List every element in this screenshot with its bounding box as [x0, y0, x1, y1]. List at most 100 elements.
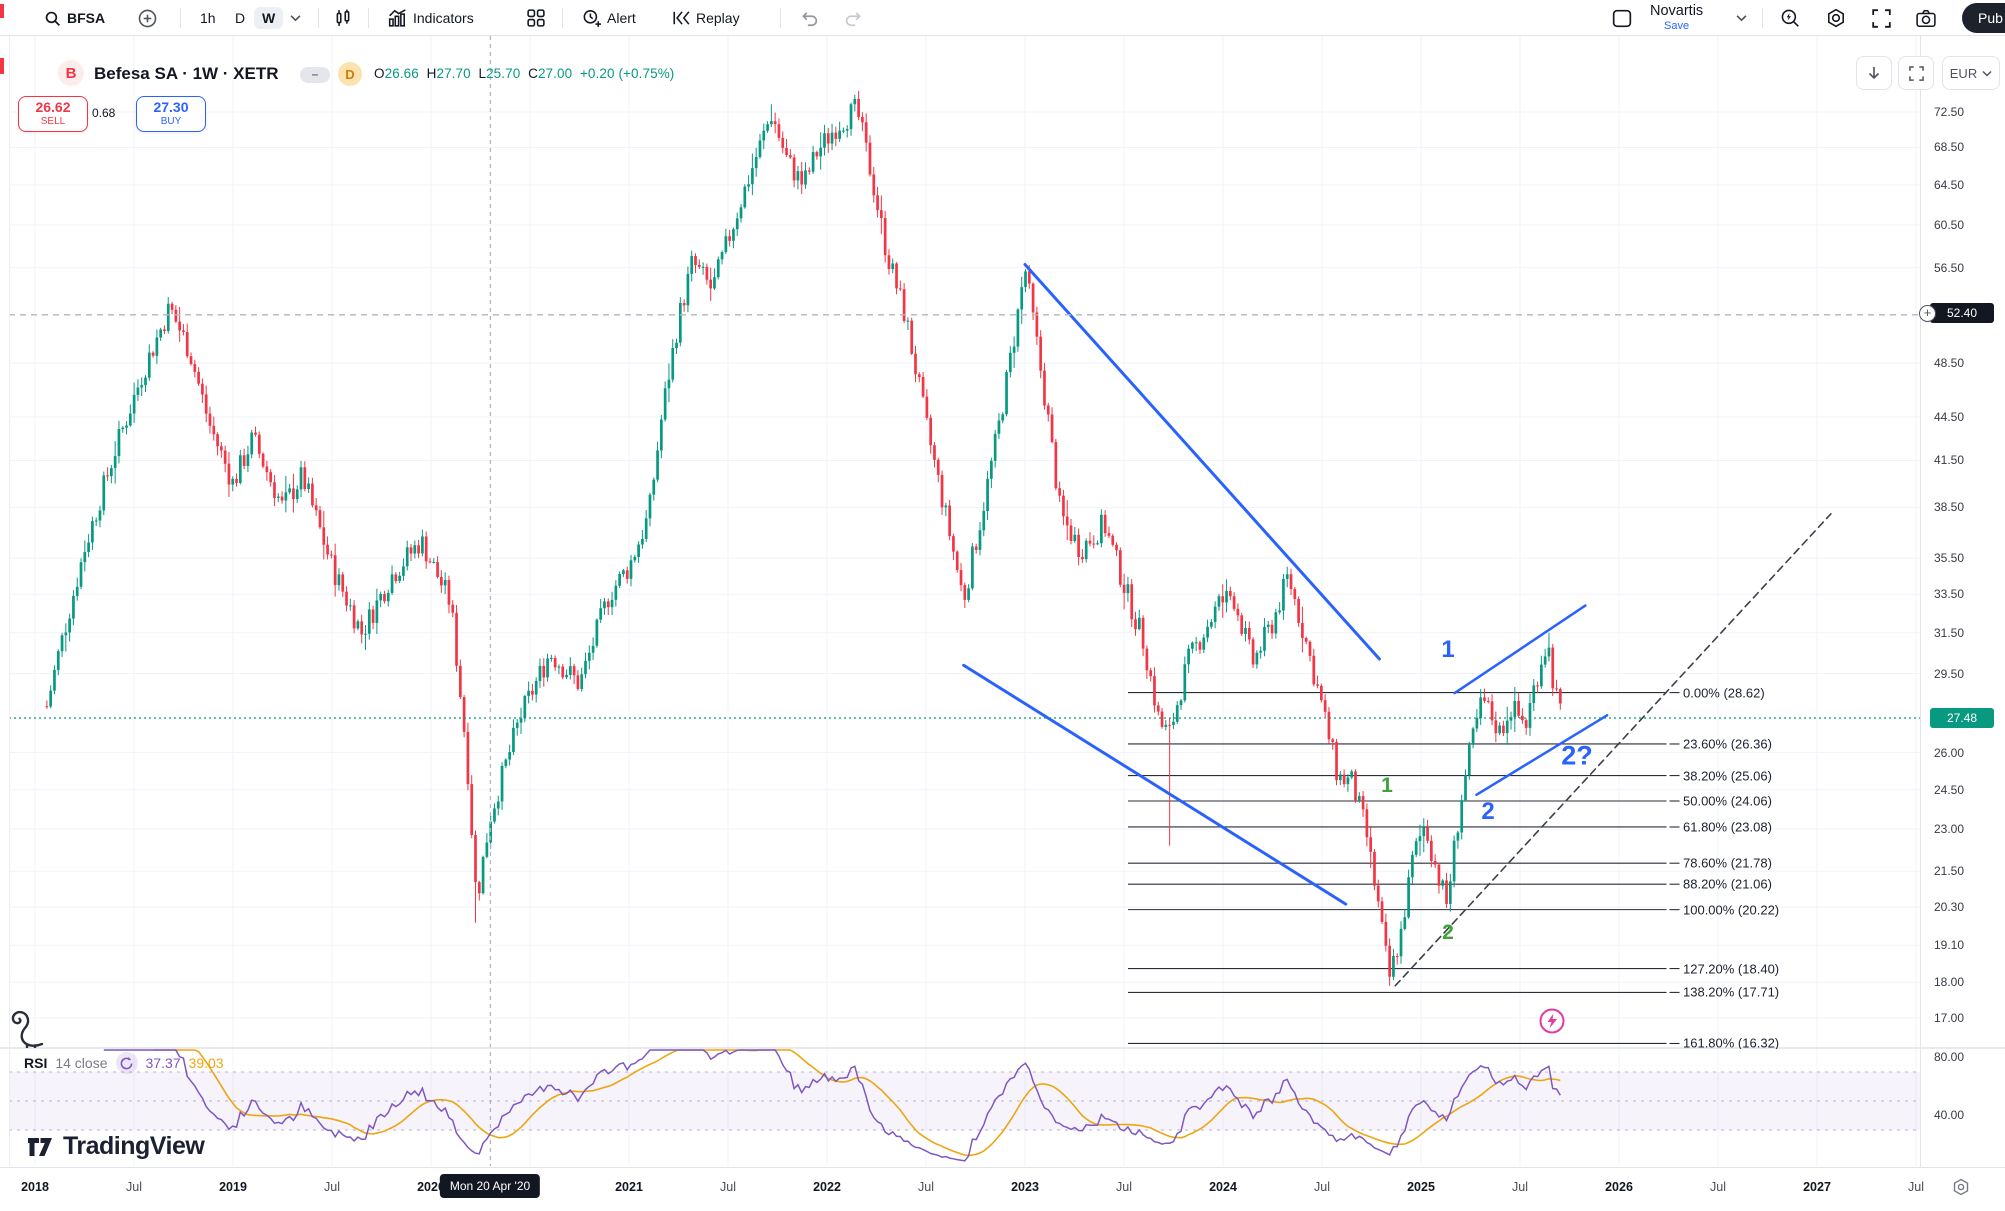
- scroll-to-recent-button[interactable]: [1856, 56, 1892, 90]
- price-axis-label: 72.50: [1934, 105, 1965, 119]
- notification-marker: [0, 4, 4, 18]
- time-axis-label: 2023: [1011, 1180, 1039, 1194]
- price-axis-label: 31.50: [1934, 625, 1965, 640]
- time-axis[interactable]: Mon 20 Apr '20 2018 Jul 2019 Jul 2020 Jul 2021…: [0, 1167, 2005, 1211]
- ohlc-readout: O26.66 H27.70 L25.70 C27.00 +0.20 (+0.75…: [374, 66, 675, 81]
- chart-type-button[interactable]: [334, 0, 352, 36]
- toolbar-separator: [368, 8, 369, 28]
- time-axis-label: Jul: [1908, 1180, 1924, 1194]
- save-button[interactable]: Save: [1664, 20, 1690, 32]
- quick-search-icon: [1781, 9, 1799, 27]
- price-axis-label: 29.50: [1934, 666, 1965, 681]
- hexagon-gear-icon: [1953, 1178, 1969, 1196]
- interval-d-button[interactable]: D: [235, 10, 246, 26]
- interval-1h-button[interactable]: 1h: [200, 10, 216, 26]
- time-axis-label: Jul: [324, 1180, 340, 1194]
- price-axis-label: 48.50: [1934, 356, 1965, 371]
- price-axis-label: 35.50: [1934, 551, 1965, 566]
- price-axis-label: 26.00: [1934, 745, 1965, 760]
- wave-label: 2: [1442, 921, 1454, 944]
- undo-icon: [802, 11, 818, 26]
- sell-button[interactable]: 26.62 SELL: [18, 96, 88, 132]
- undo-button[interactable]: [800, 0, 818, 36]
- camera-icon: [1916, 9, 1936, 27]
- price-axis-label: 24.50: [1934, 782, 1965, 797]
- interval-dropdown[interactable]: [290, 0, 301, 36]
- price-axis-label: 23.00: [1934, 822, 1965, 837]
- dino-icon: [11, 1010, 44, 1050]
- chevron-down-icon: [1736, 15, 1747, 22]
- flash-marker[interactable]: [1537, 1006, 1567, 1041]
- time-axis-label: Jul: [918, 1180, 934, 1194]
- indicator-templates-button[interactable]: [527, 0, 545, 36]
- delayed-data-badge: D: [338, 62, 362, 86]
- refresh-icon: [120, 1056, 133, 1069]
- time-axis-label: 2022: [813, 1180, 841, 1194]
- price-axis-label: 19.10: [1934, 938, 1965, 953]
- grid-layout-icon: [527, 9, 545, 27]
- hide-symbol-pill[interactable]: –: [300, 67, 330, 83]
- panel-icon: [1612, 9, 1632, 27]
- price-axis-label: 56.50: [1934, 260, 1965, 275]
- rsi-axis-label: 80.00: [1934, 1050, 1965, 1064]
- screenshot-button[interactable]: [1916, 0, 1936, 36]
- price-axis-label: 17.00: [1934, 1010, 1965, 1025]
- price-axis-label: 33.50: [1934, 587, 1965, 602]
- watchlist-panel-button[interactable]: [1612, 0, 1632, 36]
- time-axis-label: 2018: [21, 1180, 49, 1194]
- maximize-pane-button[interactable]: [1898, 56, 1934, 90]
- symbol-title[interactable]: Befesa SA · 1W · XETR: [94, 64, 279, 83]
- chevron-down-icon: [290, 15, 301, 22]
- last-price-badge: 27.48: [1930, 708, 1994, 728]
- rsi-title[interactable]: RSI: [24, 1055, 48, 1071]
- down-arrow-icon: [1868, 67, 1880, 80]
- wave-label: 2: [1481, 798, 1495, 825]
- layout-menu[interactable]: Novartis Save: [1650, 3, 1703, 32]
- alert-clock-icon: [583, 9, 601, 27]
- alert-button[interactable]: Alert: [582, 0, 636, 36]
- plus-circle-icon: [138, 9, 157, 27]
- currency-selector[interactable]: EUR: [1942, 56, 2000, 90]
- price-axis-label: 68.50: [1934, 140, 1965, 155]
- top-toolbar: BFSA 1h D W Indicators Alert Re: [0, 0, 2005, 36]
- lightning-icon: [1539, 1008, 1565, 1034]
- wave-label: 1: [1381, 774, 1393, 797]
- tradingview-logo-text: TradingView: [63, 1132, 205, 1160]
- interval-w-button[interactable]: W: [254, 0, 284, 36]
- replay-button[interactable]: Replay: [672, 0, 740, 36]
- price-axis-label: 20.30: [1934, 900, 1965, 915]
- layout-dropdown[interactable]: [1736, 0, 1747, 36]
- settings-button[interactable]: [1826, 0, 1846, 36]
- rsi-pane-header: RSI 14 close 37.37 39.03: [24, 1052, 224, 1074]
- time-axis-label: 2020: [417, 1180, 445, 1194]
- buy-button[interactable]: 27.30 BUY: [136, 96, 206, 132]
- compare-add-button[interactable]: [138, 0, 157, 36]
- layout-name: Novartis: [1650, 3, 1704, 19]
- quick-search-button[interactable]: [1780, 0, 1800, 36]
- symbol-logo: B: [58, 60, 84, 86]
- toolbar-separator: [562, 8, 563, 28]
- redo-icon: [845, 11, 861, 26]
- axis-settings-button[interactable]: [1952, 1178, 1970, 1201]
- rsi-refresh-button[interactable]: [115, 1052, 138, 1074]
- time-axis-label: Jul: [126, 1180, 142, 1194]
- time-axis-label: 2019: [219, 1180, 247, 1194]
- rsi-params: 14 close: [55, 1055, 108, 1071]
- publish-button[interactable]: Pub: [1962, 3, 2005, 33]
- add-alert-plus-icon[interactable]: +: [1919, 305, 1936, 322]
- price-axis-label: 41.50: [1934, 453, 1965, 468]
- time-axis-label: 2024: [1209, 1180, 1237, 1194]
- symbol-search-button[interactable]: BFSA: [44, 0, 105, 36]
- fullscreen-button[interactable]: [1872, 0, 1891, 36]
- rsi-axis-label: 40.00: [1934, 1108, 1965, 1122]
- redo-button[interactable]: [845, 0, 863, 36]
- price-axis-label: 60.50: [1934, 218, 1965, 233]
- time-axis-label: 2026: [1605, 1180, 1633, 1194]
- tradingview-attribution[interactable]: TradingView: [26, 1132, 205, 1161]
- time-axis-label: Jul: [1512, 1180, 1528, 1194]
- price-axis[interactable]: [1920, 36, 1921, 1211]
- indicators-button[interactable]: Indicators: [388, 0, 474, 36]
- dino-sticker: [6, 1004, 46, 1053]
